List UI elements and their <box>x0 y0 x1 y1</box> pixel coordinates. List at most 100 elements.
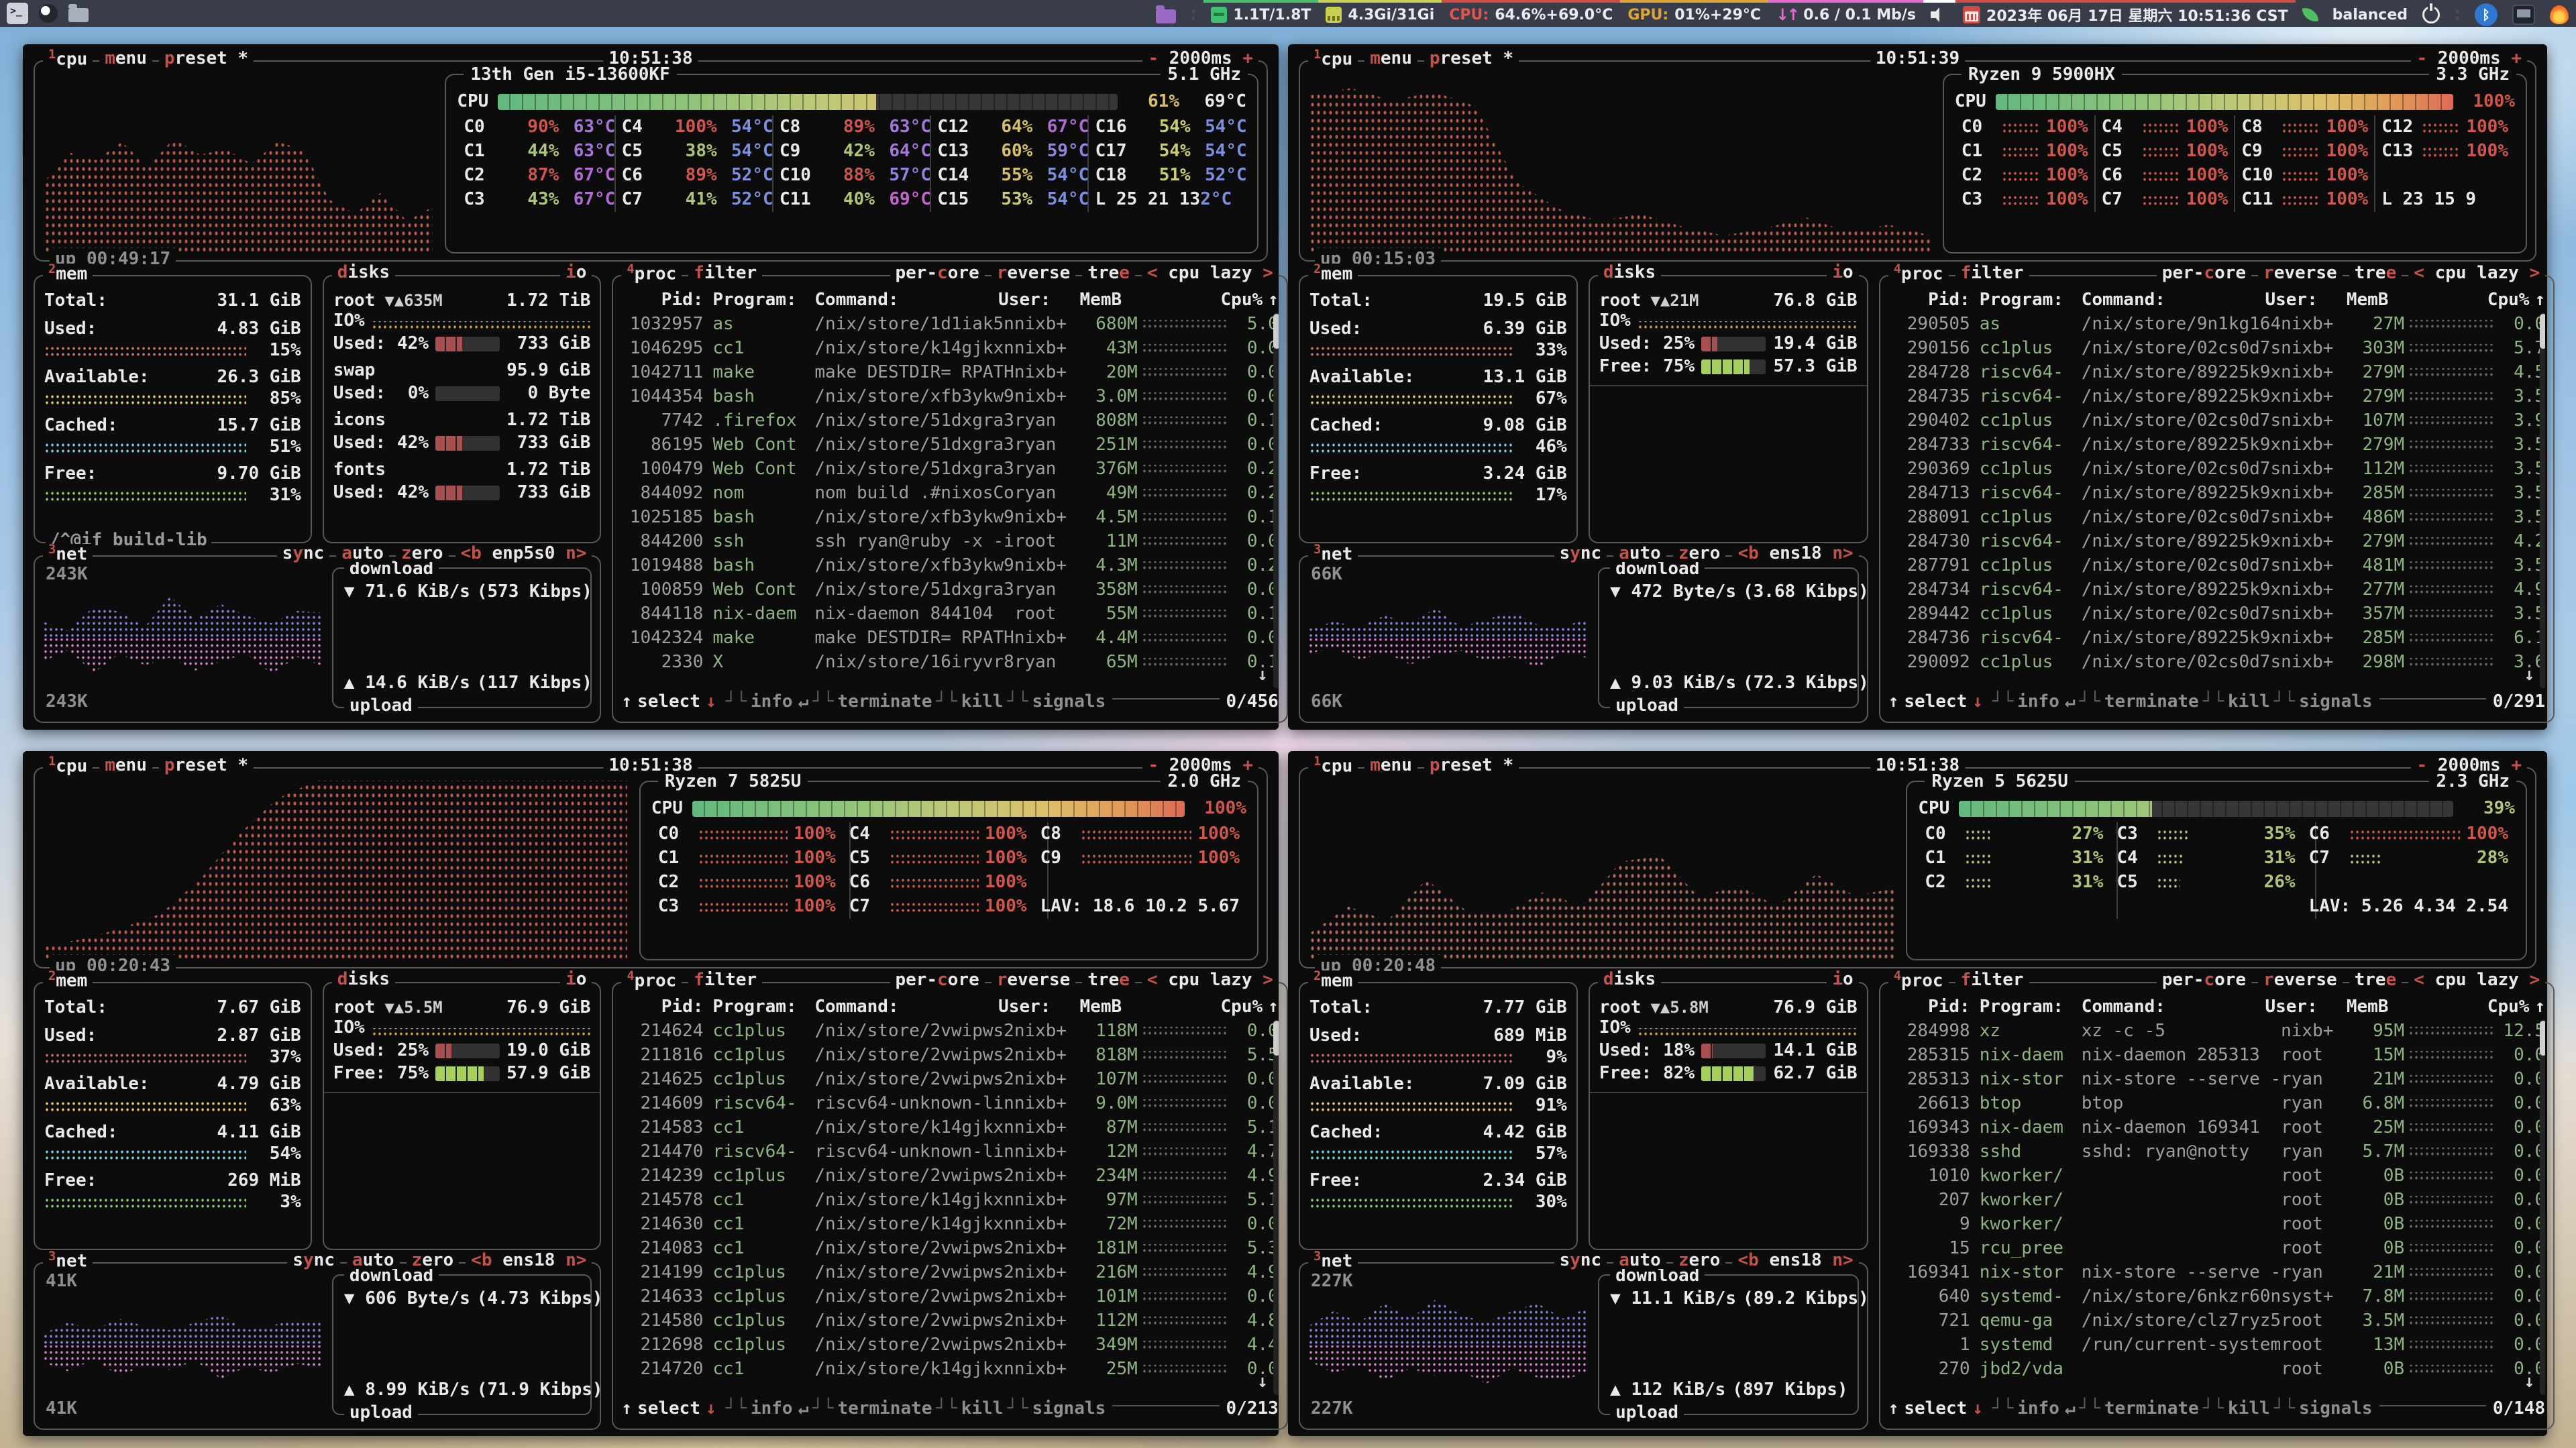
tab-proc[interactable]: 4proc <box>621 263 682 283</box>
process-list[interactable]: ↓ 214624 cc1plus /nix/store/2vwipws2 nix… <box>621 1019 1279 1395</box>
process-row[interactable]: 214624 cc1plus /nix/store/2vwipws2 nixb+… <box>640 1021 1279 1042</box>
process-row[interactable]: 214239 cc1plus /nix/store/2vwipws2 nixb+… <box>640 1166 1279 1186</box>
btop-window-top-right[interactable]: 1cpu menu preset * 10:51:39 - 2000ms + R… <box>1288 44 2555 730</box>
process-row[interactable]: 284733 riscv64- /nix/store/89225k9x nixb… <box>1907 435 2546 455</box>
disks-title[interactable]: disks <box>1597 970 1662 988</box>
process-row[interactable]: 287791 cc1plus /nix/store/02cs0d7s nixb+… <box>1907 555 2546 576</box>
col-command[interactable]: Command: <box>814 290 899 311</box>
process-row[interactable]: 214633 cc1plus /nix/store/2vwipws2 nixb+… <box>640 1286 1279 1307</box>
process-row[interactable]: 214580 cc1plus /nix/store/2vwipws2 nixb+… <box>640 1311 1279 1331</box>
io-toggle[interactable]: io <box>560 970 592 988</box>
process-row[interactable]: 214083 cc1 /nix/store/2vwipws2 nixb+ 181… <box>640 1238 1279 1259</box>
proc-scrollbar-track[interactable] <box>2540 313 2546 688</box>
disk-entry[interactable]: root ▼▲5.5M 76.9 GiB IO% Used: 25% 19.0 … <box>333 997 591 1085</box>
process-row[interactable]: 7742 .firefox /nix/store/51dxgra3 ryan 8… <box>661 410 1279 431</box>
tree-toggle[interactable]: tree <box>2349 971 2402 989</box>
net-interface-switch[interactable]: <b ens18 n> <box>466 1251 592 1270</box>
net-speed[interactable]: ↓↑ 0.6 / 0.1 Mb/s <box>1768 0 1924 27</box>
process-row[interactable]: 290402 cc1plus /nix/store/02cs0d7s nixb+… <box>1907 410 2546 431</box>
power-profile[interactable]: balanced <box>2325 0 2415 27</box>
process-row[interactable]: 1032957 as /nix/store/1d1iak5n nixb+ 680… <box>629 314 1279 335</box>
separator[interactable] <box>2447 0 2467 27</box>
filter-button[interactable]: filter <box>1955 264 2029 282</box>
io-toggle[interactable]: io <box>1827 970 1859 988</box>
process-row[interactable]: 2330 X /nix/store/16iryvr8 ryan 65M 0.1 <box>661 652 1279 673</box>
btop-window-bottom-left[interactable]: 1cpu menu preset * 10:51:38 - 2000ms + R… <box>23 751 1288 1436</box>
process-row[interactable]: 290092 cc1plus /nix/store/02cs0d7s nixb+… <box>1907 652 2546 673</box>
update-interval-control[interactable]: - 2000ms + <box>1142 50 1258 68</box>
col-command[interactable]: Command: <box>814 997 899 1017</box>
sort-direction-icon[interactable]: ↑ <box>1268 290 1279 311</box>
process-row[interactable]: 86195 Web Cont /nix/store/51dxgra3 ryan … <box>651 435 1279 455</box>
process-row[interactable]: 169338 sshd sshd: ryan@notty ryan 5.7M 0… <box>1907 1141 2546 1162</box>
process-row[interactable]: 285313 nix-stor nix-store --serve - ryan… <box>1907 1069 2546 1090</box>
disks-title[interactable]: disks <box>1597 264 1662 281</box>
col-pid[interactable]: Pid: <box>661 997 704 1017</box>
process-row[interactable]: 214625 cc1plus /nix/store/2vwipws2 nixb+… <box>640 1069 1279 1090</box>
process-row[interactable]: 169341 nix-stor nix-store --serve - ryan… <box>1907 1262 2546 1283</box>
power-profile-leaf[interactable] <box>2296 0 2325 27</box>
filter-button[interactable]: filter <box>1955 971 2029 989</box>
net-interface-switch[interactable]: <b ens18 n> <box>1732 545 1859 563</box>
select-down-key[interactable]: ↓ <box>705 1398 716 1419</box>
net-auto-toggle[interactable]: auto <box>1613 1251 1666 1270</box>
info-button[interactable]: info <box>2017 691 2059 712</box>
proc-header-row[interactable]: Pid: Program: Command: User: MemB Cpu% ↑ <box>1888 995 2545 1019</box>
process-row[interactable]: 289442 cc1plus /nix/store/02cs0d7s nixb+… <box>1907 604 2546 624</box>
process-row[interactable]: 284728 riscv64- /nix/store/89225k9x nixb… <box>1907 362 2546 383</box>
net-zero-toggle[interactable]: zero <box>1672 545 1726 563</box>
reverse-toggle[interactable]: reverse <box>991 264 1076 282</box>
process-row[interactable]: 207 kworker/ root 0B 0.0 <box>1938 1190 2546 1211</box>
col-cpu[interactable]: Cpu% <box>2487 290 2530 311</box>
proc-scrollbar-track[interactable] <box>1273 313 1279 688</box>
select-label[interactable]: select <box>1904 1398 1968 1419</box>
net-sync-toggle[interactable]: sync <box>1554 1251 1607 1270</box>
process-list[interactable]: ↓ 290505 as /nix/store/9n1kg164 nixb+ 27… <box>1888 313 2546 688</box>
process-row[interactable]: 212698 cc1plus /nix/store/2vwipws2 nixb+… <box>640 1335 1279 1355</box>
select-label[interactable]: select <box>637 691 700 712</box>
net-sync-toggle[interactable]: sync <box>287 1251 340 1270</box>
net-zero-toggle[interactable]: zero <box>395 545 449 563</box>
process-row[interactable]: 1010 kworker/ root 0B 0.0 <box>1928 1166 2546 1186</box>
folder-shortcut[interactable] <box>1148 0 1183 27</box>
tab-mem[interactable]: 2mem <box>1308 970 1358 990</box>
process-list[interactable]: ↓ 284998 xz xz -c -5 nixb+ 95M 12.5 2853… <box>1888 1019 2546 1395</box>
process-row[interactable]: 290369 cc1plus /nix/store/02cs0d7s nixb+… <box>1907 459 2546 480</box>
tree-toggle[interactable]: tree <box>1082 971 1135 989</box>
col-user[interactable]: User: <box>998 290 1051 311</box>
menu-button[interactable]: menu <box>99 757 152 775</box>
process-row[interactable]: 284734 riscv64- /nix/store/89225k9x nixb… <box>1907 579 2546 600</box>
kill-button[interactable]: kill <box>2228 1398 2270 1419</box>
select-down-key[interactable]: ↓ <box>1972 1398 1983 1419</box>
col-user[interactable]: User: <box>2265 290 2318 311</box>
select-up-key[interactable]: ↑ <box>1888 1398 1899 1419</box>
menu-button[interactable]: menu <box>1364 50 1417 68</box>
col-memb[interactable]: MemB <box>1079 997 1122 1017</box>
select-down-key[interactable]: ↓ <box>705 691 716 712</box>
info-button[interactable]: info <box>750 691 793 712</box>
disk-entry[interactable]: icons 1.72 TiB Used: 42% 733 GiB <box>333 409 591 455</box>
process-row[interactable]: 1042324 make make DESTDIR= RPATH nixb+ 4… <box>629 628 1279 649</box>
process-row[interactable]: 211816 cc1plus /nix/store/2vwipws2 nixb+… <box>640 1045 1279 1066</box>
per-core-toggle[interactable]: per-core <box>2156 264 2252 282</box>
col-program[interactable]: Program: <box>1979 997 2063 1017</box>
terminate-button[interactable]: terminate <box>837 1398 932 1419</box>
tab-cpu[interactable]: 1cpu <box>43 755 93 775</box>
update-interval-control[interactable]: - 2000ms + <box>2411 757 2527 775</box>
tab-net[interactable]: 3net <box>43 543 93 563</box>
select-up-key[interactable]: ↑ <box>1888 691 1899 712</box>
proc-scrollbar-thumb[interactable] <box>1273 1021 1279 1056</box>
process-row[interactable]: 214630 cc1 /nix/store/k14gjkxn nixb+ 72M… <box>640 1214 1279 1235</box>
select-label[interactable]: select <box>1904 691 1968 712</box>
sort-selector[interactable]: < cpu lazy > <box>2408 971 2546 989</box>
filter-button[interactable]: filter <box>688 971 763 989</box>
tab-net[interactable]: 3net <box>1308 1250 1358 1270</box>
bluetooth[interactable]: ᛒ <box>2467 0 2505 27</box>
power[interactable] <box>2415 0 2447 27</box>
menu-button[interactable]: menu <box>1364 757 1417 775</box>
process-row[interactable]: 1025185 bash /nix/store/xfb3ykw9 nixb+ 4… <box>629 507 1279 528</box>
btop-window-bottom-right[interactable]: 1cpu menu preset * 10:51:38 - 2000ms + R… <box>1288 751 2555 1436</box>
process-row[interactable]: 100479 Web Cont /nix/store/51dxgra3 ryan… <box>640 459 1279 480</box>
proc-scrollbar-track[interactable] <box>1273 1019 1279 1395</box>
tray-monitor[interactable] <box>2505 0 2542 27</box>
